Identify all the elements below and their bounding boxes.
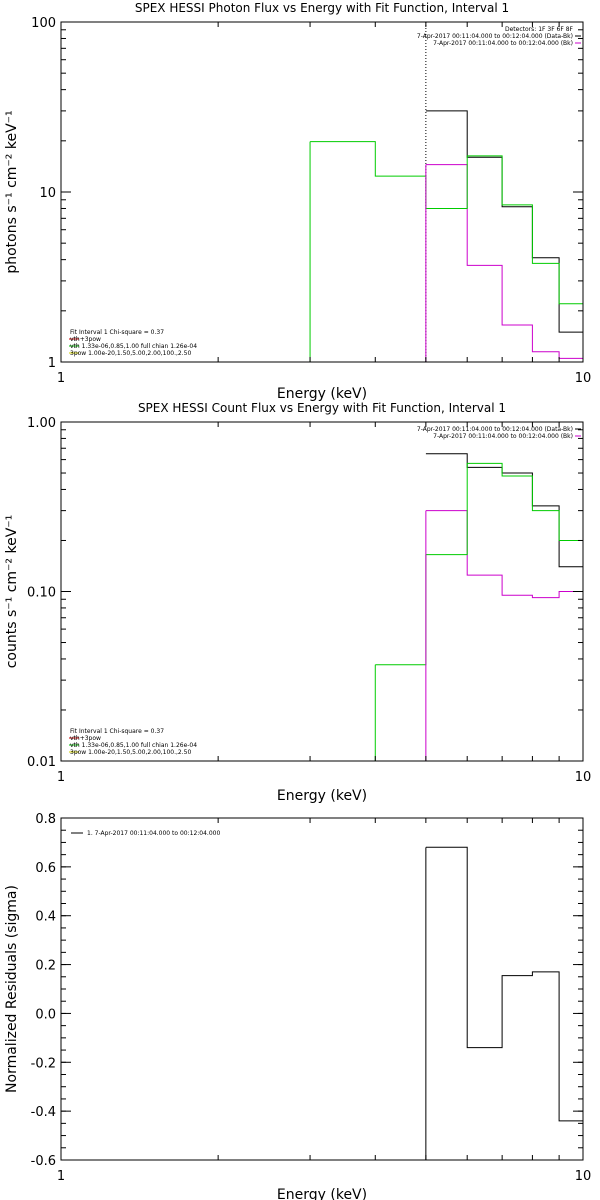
info-text: 7-Apr-2017 00:11:04.000 to 00:12:04.000 … bbox=[433, 40, 573, 47]
y-tick-label: 0.4 bbox=[35, 910, 56, 925]
x-tick-label: 10 bbox=[575, 371, 592, 386]
chart-panel-1: SPEX HESSI Photon Flux vs Energy with Fi… bbox=[4, 1, 591, 402]
x-tick-label: 1 bbox=[57, 1169, 65, 1184]
y-tick-label: 1 bbox=[48, 356, 56, 371]
x-axis-label: Energy (keV) bbox=[277, 386, 367, 402]
info-text: 7-Apr-2017 00:11:04.000 to 00:12:04.000 … bbox=[417, 426, 573, 433]
y-tick-label: 0.10 bbox=[27, 586, 56, 601]
y-tick-label: -0.2 bbox=[31, 1056, 56, 1071]
info-text: 7-Apr-2017 00:11:04.000 to 00:12:04.000 … bbox=[417, 33, 573, 40]
legend-text: Fit Interval 1 Chi-square = 0.37 bbox=[70, 329, 164, 336]
plot-frame bbox=[60, 21, 584, 363]
y-tick-label: 0.6 bbox=[35, 861, 56, 876]
series-3-line bbox=[310, 141, 583, 305]
y-axis-label: counts s⁻¹ cm⁻² keV⁻¹ bbox=[4, 515, 20, 669]
legend-text: vth 1.33e-06,0.85,1.00 full chian 1.26e-… bbox=[70, 343, 197, 350]
x-tick-label: 10 bbox=[575, 770, 592, 785]
legend-text: vth+3pow bbox=[70, 336, 101, 343]
x-tick-label: 10 bbox=[575, 1169, 592, 1184]
info-text: Detectors: 1F 3F 6F 8F bbox=[505, 26, 574, 33]
legend-text: 3pow 1.00e-20,1.50,5.00,2.00,100.,2.50 bbox=[70, 749, 191, 756]
y-tick-label: -0.6 bbox=[31, 1154, 56, 1169]
y-axis-label: photons s⁻¹ cm⁻² keV⁻¹ bbox=[4, 110, 20, 273]
series-1-line bbox=[425, 846, 583, 1122]
y-tick-label: 10 bbox=[39, 186, 56, 201]
legend-text: 3pow 1.00e-20,1.50,5.00,2.00,100.,2.50 bbox=[70, 350, 191, 357]
chart-title: SPEX HESSI Count Flux vs Energy with Fit… bbox=[138, 401, 506, 415]
y-tick-label: 0.2 bbox=[35, 959, 56, 974]
y-tick-label: -0.4 bbox=[31, 1105, 56, 1120]
plot-area bbox=[425, 846, 583, 1160]
legend-text: vth+3pow bbox=[70, 735, 101, 742]
legend-text: 1. 7-Apr-2017 00:11:04.000 to 00:12:04.0… bbox=[87, 830, 220, 837]
y-tick-label: 1.00 bbox=[27, 416, 56, 431]
chart-panel-3: 1 10 Energy (keV) -0.6 -0.4 -0.2 0.0 0.2 0.4 0.6 0… bbox=[4, 812, 591, 1200]
plot-area bbox=[309, 22, 583, 362]
y-tick-label: 0.8 bbox=[35, 812, 56, 827]
series-3-line bbox=[375, 462, 583, 666]
legend-text: Fit Interval 1 Chi-square = 0.37 bbox=[70, 728, 164, 735]
legend-text: vth 1.33e-06,0.85,1.00 full chian 1.26e-… bbox=[70, 742, 197, 749]
x-axis-label: Energy (keV) bbox=[277, 1187, 367, 1200]
y-tick-label: 0.0 bbox=[35, 1007, 56, 1022]
x-axis-label: Energy (keV) bbox=[277, 788, 367, 804]
series-2-line bbox=[425, 164, 583, 359]
y-tick-label: 100 bbox=[31, 16, 56, 31]
chart-title: SPEX HESSI Photon Flux vs Energy with Fi… bbox=[135, 1, 509, 15]
y-axis-label: Normalized Residuals (sigma) bbox=[4, 885, 20, 1093]
x-tick-label: 1 bbox=[57, 770, 65, 785]
chart-panel-2: SPEX HESSI Count Flux vs Energy with Fit… bbox=[4, 401, 591, 804]
x-tick-label: 1 bbox=[57, 371, 65, 386]
plot-area bbox=[374, 453, 583, 761]
y-tick-label: 0.01 bbox=[27, 755, 56, 770]
plot-frame bbox=[60, 817, 584, 1161]
info-text: 7-Apr-2017 00:11:04.000 to 00:12:04.000 … bbox=[433, 433, 573, 440]
